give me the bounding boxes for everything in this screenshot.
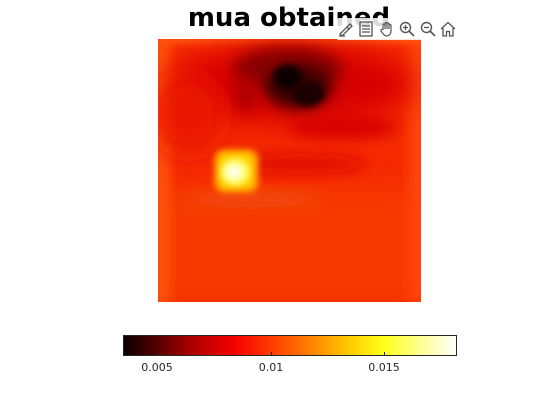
- colorbar: 0.005 0.01 0.015: [123, 335, 457, 356]
- brush-icon[interactable]: [336, 19, 356, 39]
- datatip-icon[interactable]: [357, 19, 377, 39]
- zoom-out-icon[interactable]: [418, 19, 438, 39]
- axes-toolbar: [336, 18, 458, 40]
- heatmap-image: [158, 39, 421, 302]
- colorbar-tick: [271, 352, 272, 356]
- colorbar-gradient: [123, 335, 457, 356]
- colorbar-tick-label: 0.005: [141, 361, 173, 374]
- chart-title: mua obtained: [0, 3, 560, 33]
- colorbar-tick: [157, 352, 158, 356]
- colorbar-tick: [384, 352, 385, 356]
- home-icon[interactable]: [439, 19, 459, 39]
- zoom-in-icon[interactable]: [398, 19, 418, 39]
- pan-hand-icon[interactable]: [377, 19, 397, 39]
- colorbar-tick-label: 0.015: [368, 361, 400, 374]
- colorbar-tick-label: 0.01: [259, 361, 284, 374]
